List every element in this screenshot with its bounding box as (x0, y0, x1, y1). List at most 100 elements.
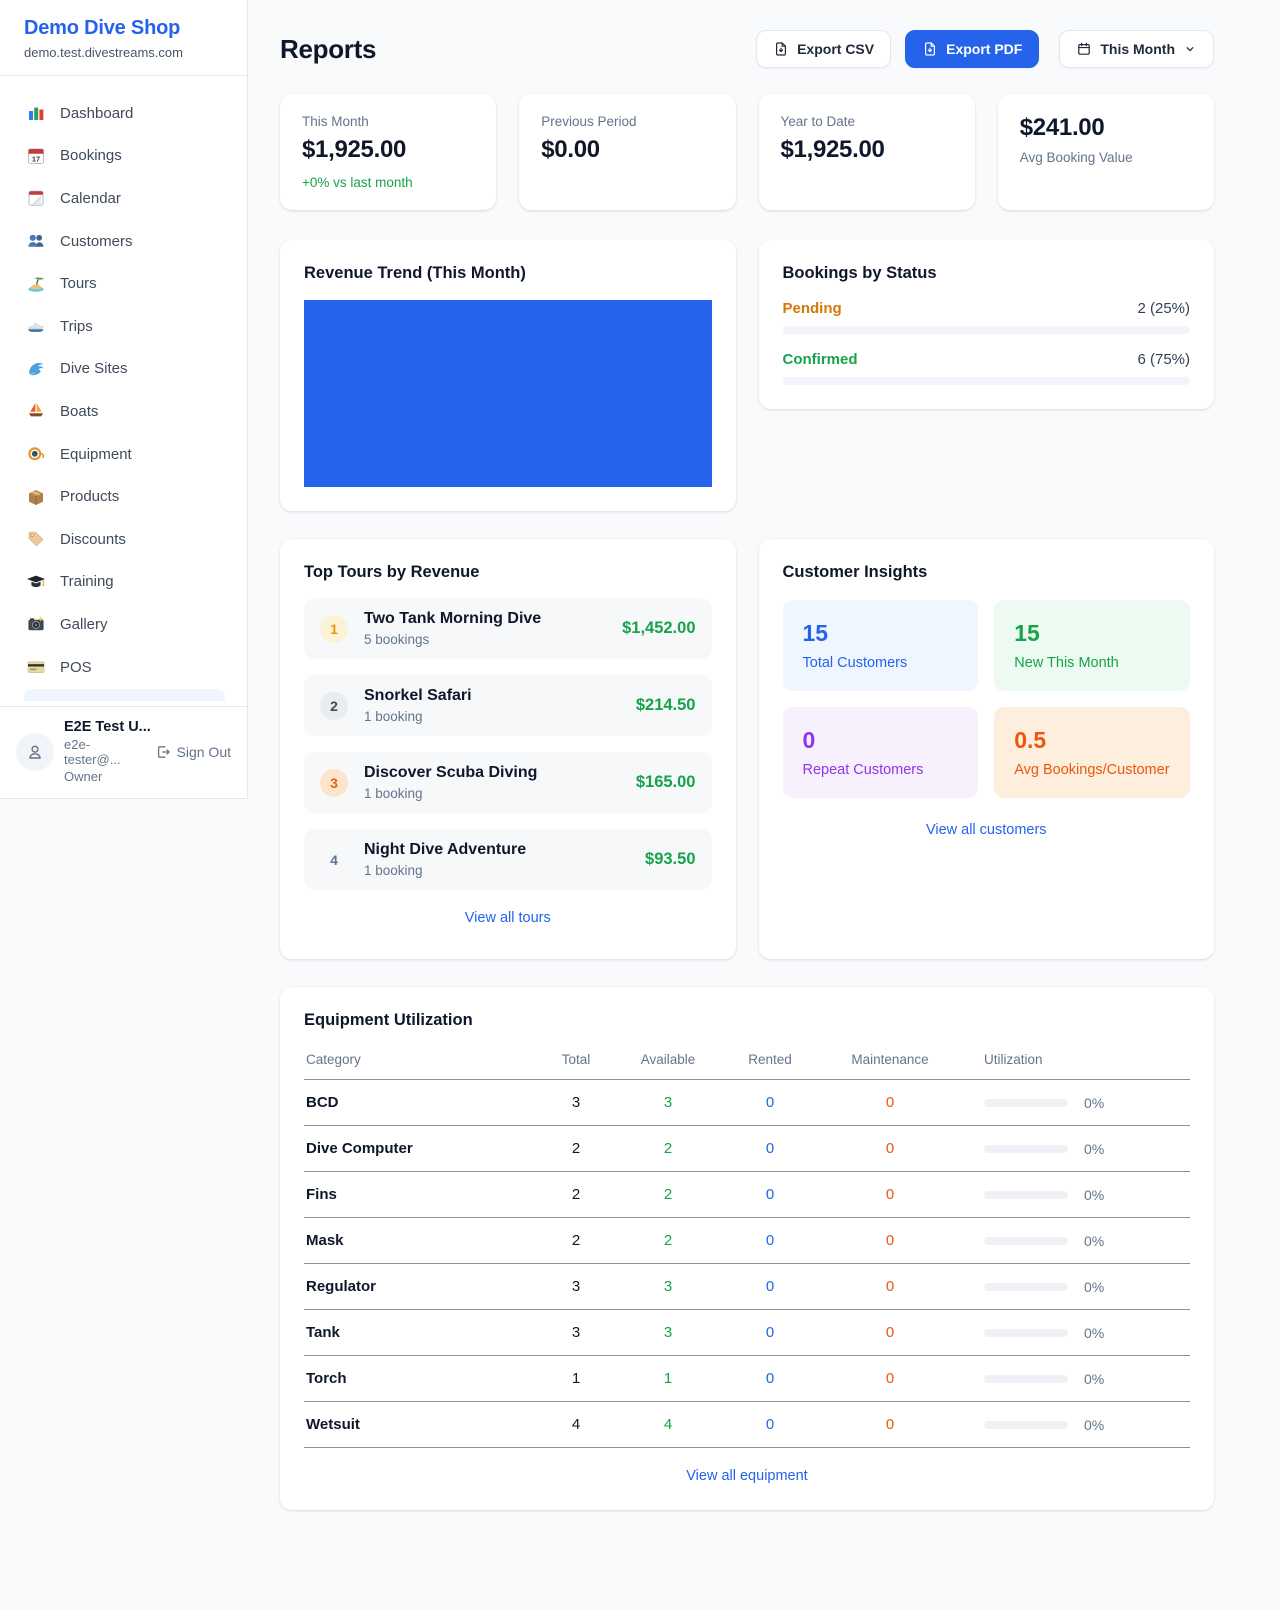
equipment-maintenance: 0 (885, 1232, 895, 1249)
tour-rank-badge: 2 (320, 691, 348, 720)
period-dropdown[interactable]: This Month (1059, 30, 1214, 68)
utilization-percent: 0% (1084, 1278, 1105, 1295)
equipment-rented: 0 (765, 1416, 775, 1433)
sign-out-icon (155, 744, 171, 760)
equipment-utilization: 0% (956, 1402, 1190, 1448)
sidebar-item-gallery[interactable]: Gallery (12, 603, 235, 646)
export-csv-button[interactable]: Export CSV (756, 30, 892, 68)
equipment-utilization-card: Equipment Utilization Category Total Ava… (280, 987, 1214, 1510)
view-all-customers-link[interactable]: View all customers (925, 822, 1047, 838)
tour-info: Discover Scuba Diving 1 booking (364, 764, 620, 801)
sidebar-item-training[interactable]: Training (12, 561, 235, 604)
tour-rank-badge: 4 (330, 851, 338, 868)
bookings-by-status-title: Bookings by Status (782, 264, 937, 282)
sidebar-item-label: Tours (60, 275, 97, 293)
sidebar-item-bookings[interactable]: 17 Bookings (12, 135, 235, 178)
equipment-total: 2 (571, 1186, 581, 1203)
sidebar-item-icon (26, 188, 46, 208)
calendar-icon (1076, 41, 1092, 57)
tour-info: Snorkel Safari 1 booking (364, 687, 620, 724)
tour-row: 4 Night Dive Adventure 1 booking $93.50 (304, 829, 712, 890)
sidebar-item-equipment[interactable]: Equipment (12, 433, 235, 476)
view-all-tours-link[interactable]: View all tours (464, 910, 551, 926)
sidebar-item-customers[interactable]: Customers (12, 220, 235, 263)
status-bar-fill (783, 326, 885, 334)
utilization-percent: 0% (1084, 1232, 1105, 1249)
sidebar-item-label: Products (60, 488, 120, 506)
sidebar-item-pos[interactable]: POS (12, 646, 235, 689)
sidebar-item-dive-sites[interactable]: Dive Sites (12, 348, 235, 391)
sidebar-item-icon (26, 359, 46, 379)
status-count: 6 (75%) (1137, 351, 1190, 368)
equipment-row: Fins 2 2 0 0 0% (304, 1172, 1190, 1218)
sidebar-item-label: Trips (60, 317, 93, 335)
equipment-category: Tank (306, 1324, 340, 1341)
status-bar-track (782, 326, 1190, 334)
tour-info: Two Tank Morning Dive 5 bookings (364, 610, 606, 647)
export-csv-label: Export CSV (797, 41, 875, 57)
sign-out-label: Sign Out (176, 744, 231, 760)
status-row: Confirmed 6 (75%) (782, 351, 1190, 385)
stat-card-this-month: This Month $1,925.00 +0% vs last month (280, 94, 497, 210)
column-header: Utilization (984, 1052, 1043, 1067)
column-header: Category (306, 1052, 361, 1067)
sidebar-item-dashboard[interactable]: Dashboard (12, 92, 235, 135)
user-role: Owner (64, 769, 103, 784)
user-footer: E2E Test U... e2e-tester@... Sign Out Ow… (0, 706, 247, 798)
sidebar-item-icon (26, 572, 46, 592)
sidebar-item-tours[interactable]: Tours (12, 262, 235, 305)
equipment-available: 3 (663, 1094, 673, 1111)
insight-tile: 0 Repeat Customers (782, 707, 979, 798)
tour-name: Snorkel Safari (364, 687, 472, 704)
equipment-total: 2 (571, 1140, 581, 1157)
equipment-utilization-title: Equipment Utilization (304, 1011, 473, 1029)
tour-bookings: 1 booking (364, 863, 423, 878)
sidebar-item-trips[interactable]: Trips (12, 305, 235, 348)
sidebar-item-products[interactable]: Products (12, 475, 235, 518)
stat-card-previous-period: Previous Period $0.00 (519, 94, 736, 210)
equipment-category: Fins (306, 1186, 337, 1203)
sidebar-item-boats[interactable]: Boats (12, 390, 235, 433)
header-actions: Export CSV Export PDF This Month (756, 30, 1214, 68)
utilization-bar (984, 1098, 1068, 1107)
revenue-trend-title: Revenue Trend (This Month) (304, 264, 526, 282)
sign-out-button[interactable]: Sign Out (155, 744, 231, 760)
equipment-available: 3 (663, 1278, 673, 1295)
sidebar-item-reports-active-partial[interactable] (24, 689, 225, 702)
insight-value: 15 (1014, 620, 1040, 646)
status-count: 2 (25%) (1137, 300, 1190, 317)
page-header: Reports Export CSV Export PDF This Month (280, 30, 1214, 68)
equipment-total: 3 (571, 1094, 581, 1111)
sidebar-item-label: Customers (60, 232, 133, 250)
sidebar-item-label: Gallery (60, 615, 108, 633)
equipment-rented: 0 (765, 1232, 775, 1249)
column-header: Rented (748, 1052, 792, 1067)
equipment-maintenance: 0 (885, 1094, 895, 1111)
equipment-maintenance: 0 (885, 1416, 895, 1433)
equipment-row: Tank 3 3 0 0 0% (304, 1310, 1190, 1356)
sidebar-item-discounts[interactable]: Discounts (12, 518, 235, 561)
stat-delta: +0% vs last month (302, 175, 413, 190)
equipment-utilization: 0% (956, 1356, 1190, 1402)
utilization-bar (984, 1374, 1068, 1383)
main-content: Reports Export CSV Export PDF This Month… (280, 0, 1214, 1510)
insight-label: Avg Bookings/Customer (1014, 762, 1170, 778)
status-bar-track (782, 377, 1190, 385)
customer-insights-card: Customer Insights 15 Total Customers 15 … (758, 539, 1214, 959)
equipment-total: 4 (571, 1416, 581, 1433)
insight-tile: 15 Total Customers (782, 600, 979, 691)
utilization-bar (984, 1236, 1068, 1245)
sidebar-item-icon (26, 231, 46, 251)
sidebar-item-calendar[interactable]: Calendar (12, 177, 235, 220)
utilization-bar (984, 1144, 1068, 1153)
equipment-rented: 0 (765, 1324, 775, 1341)
export-pdf-button[interactable]: Export PDF (905, 30, 1040, 68)
revenue-trend-chart (304, 300, 712, 487)
stat-label: Previous Period (541, 114, 637, 129)
tour-rank-badge: 1 (320, 614, 348, 643)
equipment-total: 3 (571, 1324, 581, 1341)
insight-value: 15 (802, 620, 829, 646)
stat-value: $241.00 (1019, 114, 1105, 141)
sidebar-item-label: Equipment (60, 445, 132, 463)
view-all-equipment-link[interactable]: View all equipment (686, 1468, 808, 1484)
